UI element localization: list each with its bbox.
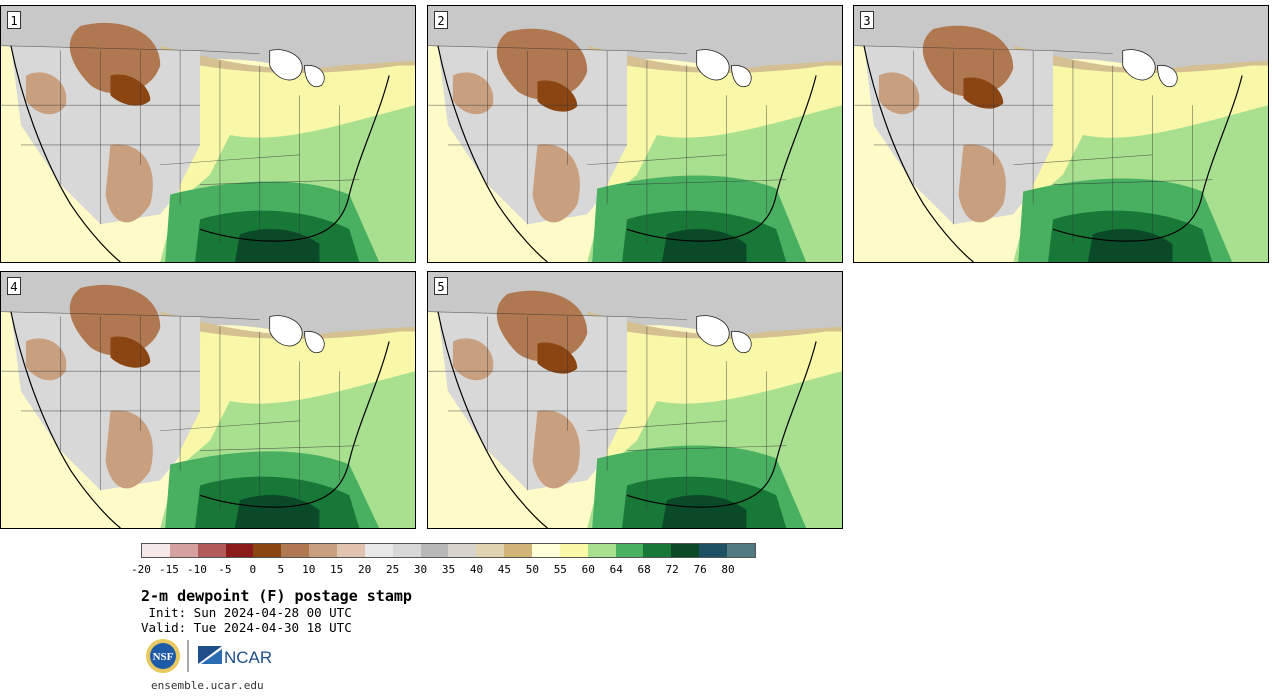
- colorbar-segment: [169, 544, 198, 557]
- map-stamp-4: 4: [0, 271, 416, 529]
- colorbar-segment: [448, 544, 477, 557]
- colorbar-segment: [420, 544, 449, 557]
- stamp-number-label: 1: [7, 11, 21, 29]
- colorbar-segment: [615, 544, 644, 557]
- colorbar: [141, 543, 756, 558]
- colorbar-segment: [197, 544, 226, 557]
- map-stamp-2: 2: [427, 5, 843, 263]
- colorbar-tick-label: 15: [330, 563, 344, 576]
- plot-title: 2-m dewpoint (F) postage stamp: [141, 587, 412, 605]
- colorbar-segment: [309, 544, 338, 557]
- colorbar-segment: [643, 544, 672, 557]
- colorbar-tick-label: -5: [218, 563, 232, 576]
- colorbar-tick-label: 10: [302, 563, 316, 576]
- colorbar-segment: [532, 544, 560, 557]
- colorbar-tick-label: 0: [249, 563, 257, 576]
- stamp-number-label: 5: [434, 277, 448, 295]
- colorbar-tick-label: 72: [665, 563, 679, 576]
- colorbar-tick-label: 25: [385, 563, 400, 576]
- colorbar-tick-label: -20: [131, 563, 151, 576]
- colorbar-tick-label: 50: [525, 563, 539, 576]
- colorbar-segment: [699, 544, 728, 557]
- colorbar-tick-label: 80: [721, 563, 735, 576]
- colorbar-segment: [587, 544, 616, 557]
- colorbar-tick-label: 20: [358, 563, 372, 576]
- colorbar-segment: [364, 544, 393, 557]
- stamp-number-label: 2: [434, 11, 448, 29]
- colorbar-tick-label: 35: [441, 563, 456, 576]
- colorbar-tick-label: 45: [497, 563, 512, 576]
- colorbar-tick-label: -10: [186, 563, 207, 576]
- colorbar-segment: [337, 544, 365, 557]
- colorbar-tick-label: 30: [413, 563, 428, 576]
- colorbar-segment: [727, 544, 755, 557]
- colorbar-tick-label: 68: [637, 563, 651, 576]
- colorbar-tick-label: 64: [609, 563, 623, 576]
- colorbar-segment: [253, 544, 282, 557]
- ncar-logo-icon: NCAR: [198, 646, 272, 667]
- valid-time: Valid: Tue 2024-04-30 18 UTC: [141, 620, 352, 635]
- map-stamp-5: 5: [427, 271, 843, 529]
- colorbar-ticks: -20 -15 -10 -5 0 5 10 15 20 25 30 35 40 45 50 55 60 64 68 7…: [0, 563, 800, 577]
- colorbar-tick-label: 40: [469, 563, 484, 576]
- nsf-logo-text: NSF: [153, 651, 174, 663]
- colorbar-tick-label: 5: [277, 563, 285, 576]
- colorbar-segment: [559, 544, 588, 557]
- colorbar-segment: [392, 544, 421, 557]
- colorbar-segment: [281, 544, 310, 557]
- nsf-logo-icon: NSF: [146, 639, 180, 673]
- colorbar-tick-label: 76: [693, 563, 707, 576]
- stamp-number-label: 4: [7, 277, 21, 295]
- ncar-logo-text: NCAR: [224, 648, 272, 667]
- colorbar-segment: [142, 544, 170, 557]
- footer-url: ensemble.ucar.edu: [151, 679, 264, 692]
- colorbar-segment: [476, 544, 505, 557]
- colorbar-segment: [225, 544, 254, 557]
- map-stamp-1: 1: [0, 5, 416, 263]
- stamp-number-label: 3: [860, 11, 874, 29]
- logos: NSF NCAR: [145, 638, 275, 674]
- colorbar-segment: [504, 544, 533, 557]
- map-stamp-3: 3: [853, 5, 1269, 263]
- colorbar-tick-label: -15: [159, 563, 179, 576]
- colorbar-tick-label: 55: [553, 563, 567, 576]
- colorbar-segment: [671, 544, 700, 557]
- init-time: Init: Sun 2024-04-28 00 UTC: [141, 605, 352, 620]
- colorbar-tick-label: 60: [581, 563, 595, 576]
